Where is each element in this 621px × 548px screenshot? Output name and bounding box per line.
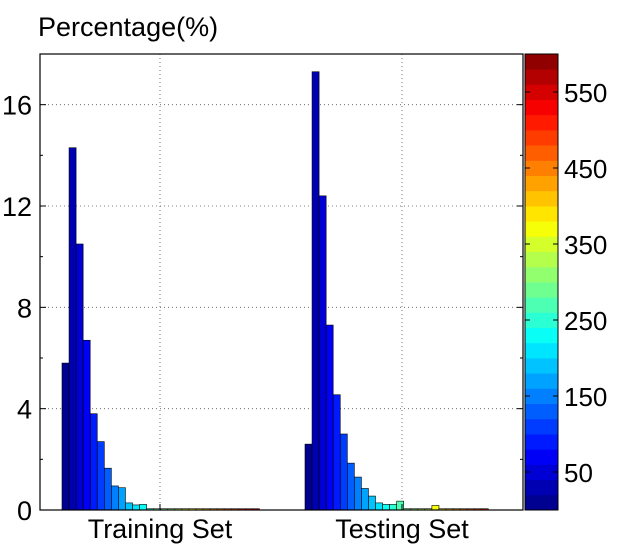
- y-tick-label: 4: [17, 395, 32, 425]
- colorbar-segment: [525, 114, 558, 131]
- colorbar-segment: [525, 130, 558, 146]
- bar: [311, 71, 320, 511]
- y-axis-ticks: 0 4 8 12 16: [2, 91, 523, 526]
- bar: [96, 441, 105, 511]
- bar: [61, 362, 70, 511]
- colorbar-segment: [525, 266, 558, 283]
- bar: [75, 243, 84, 511]
- bar: [89, 413, 98, 511]
- bar: [375, 502, 383, 511]
- colorbar-segment: [525, 282, 558, 298]
- colorbar-tick-label: 150: [564, 382, 607, 412]
- colorbar-segment: [525, 418, 558, 435]
- colorbar-segment: [525, 494, 558, 511]
- x-tick-label: Testing Set: [335, 514, 469, 544]
- bar: [132, 504, 140, 511]
- colorbar-segment: [525, 175, 558, 192]
- plot-frame: [39, 53, 524, 511]
- bar: [354, 476, 362, 511]
- colorbar-segment: [525, 69, 558, 85]
- bar: [389, 504, 397, 511]
- colorbar: 50 150 250 350 450 550: [524, 53, 607, 511]
- bar: [68, 147, 77, 511]
- colorbar-segment: [525, 54, 558, 70]
- bar: [111, 485, 119, 511]
- colorbar-segment: [525, 358, 558, 374]
- colorbar-tick-label: 550: [564, 78, 607, 108]
- colorbar-segment: [525, 464, 558, 480]
- colorbar-segment: [525, 236, 558, 252]
- bar: [325, 324, 334, 511]
- colorbar-segment: [525, 373, 558, 389]
- colorbar-tick-label: 350: [564, 230, 607, 260]
- y-tick-label: 12: [2, 192, 32, 222]
- colorbar-segment: [525, 312, 558, 328]
- bar: [104, 467, 112, 511]
- bar: [118, 487, 126, 511]
- bars: [61, 71, 489, 511]
- colorbar-segment: [525, 84, 558, 100]
- bar: [304, 443, 313, 511]
- y-tick-label: 16: [2, 91, 32, 121]
- colorbar-segment: [525, 342, 558, 359]
- colorbar-segment: [525, 190, 558, 207]
- y-tick-label: 0: [17, 496, 32, 526]
- bar: [339, 433, 348, 511]
- colorbar-segment: [525, 449, 558, 465]
- bar: [346, 462, 355, 511]
- colorbar-segment: [525, 206, 558, 222]
- colorbar-segment: [525, 327, 558, 344]
- colorbar-segment: [525, 403, 558, 420]
- bar: [332, 394, 341, 511]
- colorbar-segment: [525, 388, 558, 404]
- bar: [382, 504, 390, 511]
- bar: [361, 488, 369, 511]
- colorbar-segment: [525, 145, 558, 161]
- x-tick-label: Training Set: [88, 514, 233, 544]
- bar: [139, 504, 147, 511]
- grid-lines: [40, 54, 523, 510]
- colorbar-segment: [525, 221, 558, 237]
- colorbar-segment: [525, 160, 558, 176]
- y-tick-label: 8: [17, 293, 32, 323]
- colorbar-segment: [525, 251, 558, 268]
- bar: [82, 339, 91, 511]
- colorbar-frame: [524, 53, 559, 511]
- y-axis-label: Percentage(%): [38, 12, 218, 42]
- x-axis-ticks: Training Set Testing Set: [88, 504, 469, 544]
- colorbar-tick-label: 50: [564, 458, 593, 488]
- colorbar-segment: [525, 99, 558, 116]
- bar: [431, 505, 440, 511]
- colorbar-tick-label: 250: [564, 306, 607, 336]
- colorbar-segment: [525, 479, 558, 496]
- colorbar-segment: [525, 434, 558, 450]
- colorbar-segment: [525, 297, 558, 313]
- bar: [396, 500, 404, 511]
- bar: [318, 195, 327, 511]
- colorbar-tick-label: 450: [564, 154, 607, 184]
- bar: [368, 495, 376, 511]
- bar: [125, 502, 133, 511]
